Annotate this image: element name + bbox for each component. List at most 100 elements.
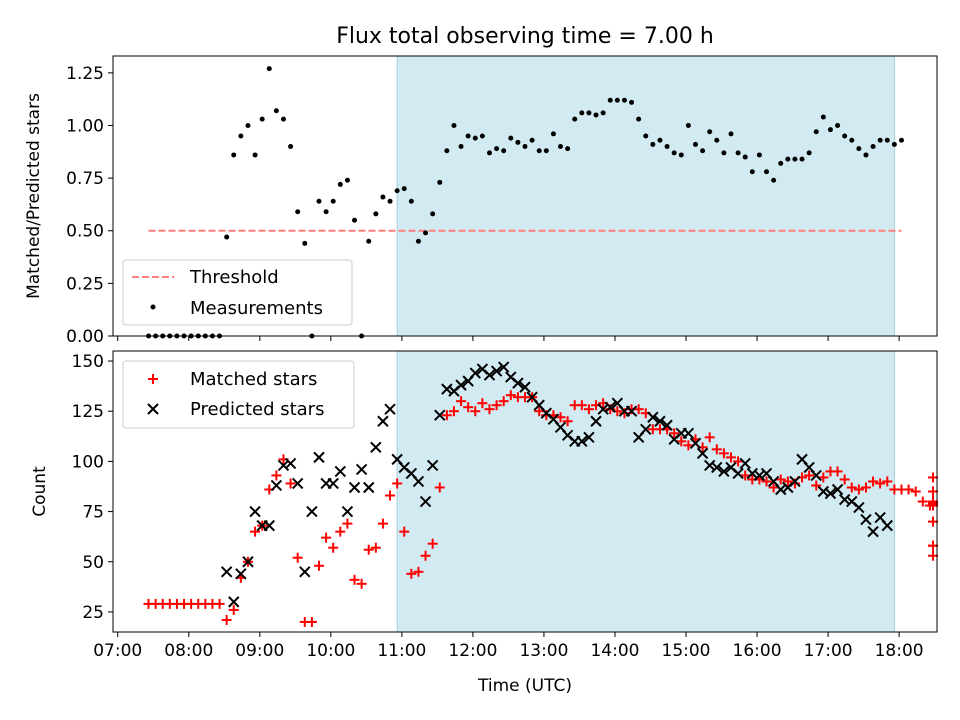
measurement-point xyxy=(252,152,258,158)
predicted-star-point xyxy=(654,415,666,427)
measurement-point xyxy=(820,114,826,120)
matched-star-point xyxy=(711,444,722,455)
matched-star-point xyxy=(505,390,516,401)
measurement-point xyxy=(543,148,549,154)
legend-matched-swatch xyxy=(148,374,158,384)
matched-star-point xyxy=(853,484,864,495)
matched-star-point xyxy=(669,428,680,439)
y-tick-label: 0.25 xyxy=(66,274,104,294)
measurement-point xyxy=(771,177,777,183)
measurement-point xyxy=(785,156,791,162)
predicted-star-point xyxy=(249,505,261,518)
legend-label-threshold: Threshold xyxy=(189,267,279,288)
measurement-point xyxy=(756,152,762,158)
predicted-star-point xyxy=(817,485,830,498)
x-axis-label: Time (UTC) xyxy=(477,676,572,696)
predicted-star-point xyxy=(355,463,368,476)
measurement-point xyxy=(678,152,684,158)
y-tick-label: 0.00 xyxy=(66,327,104,347)
y-tick-label: 50 xyxy=(82,553,104,573)
predicted-star-point xyxy=(625,405,638,417)
matched-star-point xyxy=(683,440,694,451)
x-tick-label: 17:00 xyxy=(804,641,853,661)
predicted-star-point xyxy=(512,377,524,389)
matched-star-point xyxy=(928,472,938,483)
observing-window-bottom xyxy=(396,350,895,633)
y-tick-label: 100 xyxy=(72,452,104,472)
top-y-axis-label: Matched/Predicted stars xyxy=(24,93,44,299)
chart-title: Flux total observing time = 7.00 h xyxy=(336,24,714,49)
matched-star-point xyxy=(228,604,239,615)
matched-star-point xyxy=(463,402,474,413)
measurement-point xyxy=(280,116,286,122)
y-tick-label: 0.50 xyxy=(66,222,104,242)
measurement-point xyxy=(607,97,613,103)
predicted-star-point xyxy=(590,415,602,427)
measurement-point xyxy=(863,152,869,158)
matched-star-point xyxy=(882,476,893,487)
predicted-star-point xyxy=(824,487,837,500)
measurement-point xyxy=(749,169,755,175)
matched-star-point xyxy=(363,544,374,555)
predicted-star-point xyxy=(348,481,361,494)
matched-star-point xyxy=(928,550,938,561)
measurement-point xyxy=(764,169,770,175)
predicted-star-point xyxy=(277,459,290,472)
measurement-point xyxy=(273,108,279,114)
measurement-point xyxy=(295,209,301,215)
x-tick-label: 11:00 xyxy=(377,641,426,661)
top-axes-frame xyxy=(112,55,938,337)
matched-star-point xyxy=(733,456,744,467)
predicted-star-point xyxy=(689,437,702,450)
matched-star-point xyxy=(314,560,324,571)
matched-star-point xyxy=(399,526,410,537)
measurement-point xyxy=(316,198,322,204)
measurement-point xyxy=(288,144,294,150)
matched-star-point xyxy=(420,550,431,561)
measurement-point xyxy=(728,131,734,137)
measurement-point xyxy=(394,188,400,194)
predicted-star-point xyxy=(235,568,247,580)
predicted-star-point xyxy=(306,505,318,518)
predicted-star-point xyxy=(341,505,354,518)
matched-star-point xyxy=(726,452,736,463)
matched-star-point xyxy=(910,486,921,497)
predicted-star-point xyxy=(412,475,425,488)
measurement-point xyxy=(423,230,429,236)
legend-measurements-swatch xyxy=(150,304,156,310)
measurement-point xyxy=(522,144,528,150)
measurement-point xyxy=(778,160,784,166)
matched-star-point xyxy=(576,400,587,411)
predicted-star-point xyxy=(881,519,893,532)
matched-star-point xyxy=(768,482,779,493)
predicted-star-point xyxy=(263,519,275,532)
measurement-point xyxy=(813,129,819,135)
measurement-point xyxy=(671,150,677,156)
predicted-star-point xyxy=(838,493,851,506)
predicted-star-point xyxy=(703,459,716,472)
measurement-point xyxy=(458,144,464,150)
matched-star-point xyxy=(740,470,751,481)
predicted-star-point xyxy=(455,379,467,391)
predicted-star-point xyxy=(696,447,709,460)
measurement-point xyxy=(842,133,848,139)
matched-star-point xyxy=(392,478,403,489)
measurement-point xyxy=(835,122,841,128)
measurement-point xyxy=(444,148,450,154)
measurement-point xyxy=(799,156,805,162)
matched-star-point xyxy=(434,482,445,493)
matched-star-point xyxy=(456,396,467,407)
predicted-star-point xyxy=(291,477,304,490)
measurement-point xyxy=(337,181,343,187)
matched-star-point xyxy=(903,484,914,495)
matched-star-point xyxy=(214,598,225,609)
predicted-star-point xyxy=(497,361,510,373)
measurement-point xyxy=(721,150,727,156)
measurement-point xyxy=(558,144,564,150)
top-legend: Threshold Measurements xyxy=(122,259,353,326)
matched-star-point xyxy=(342,518,353,529)
matched-star-point xyxy=(448,406,459,417)
measurement-point xyxy=(650,141,656,147)
measurement-point xyxy=(330,198,336,204)
measurement-point xyxy=(685,122,691,128)
